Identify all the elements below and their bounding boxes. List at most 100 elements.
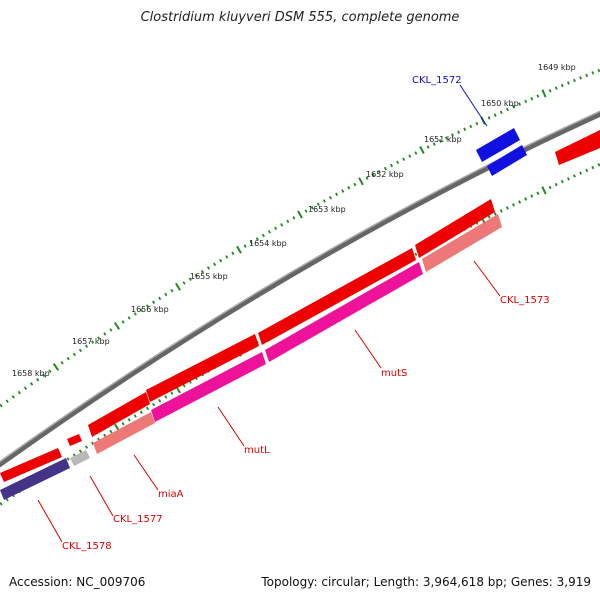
inner-tick [182, 384, 186, 388]
inner-tick [139, 410, 143, 414]
outer-tick [200, 269, 204, 274]
gene-red-6[interactable] [415, 199, 495, 258]
inner-tick [145, 406, 150, 411]
outer-tick [554, 86, 558, 90]
outer-tick [322, 199, 326, 203]
inner-tick [573, 174, 576, 178]
outer-tick [505, 107, 509, 112]
outer-tick [219, 258, 223, 263]
outer-tick [335, 192, 339, 197]
gene-red-3[interactable] [88, 392, 150, 437]
gene-pink-mutL[interactable] [151, 352, 266, 422]
label-CKL_1578[interactable]: CKL_1578 [62, 541, 112, 552]
outer-tick [365, 176, 369, 180]
gene-red-4[interactable] [146, 334, 259, 402]
label-mutS[interactable]: mutS [381, 368, 407, 379]
gene-red-2[interactable] [67, 434, 82, 446]
outer-tick [48, 369, 52, 373]
gene-light-red-1573[interactable] [422, 214, 502, 272]
gene-red-1[interactable] [0, 448, 62, 482]
kbp-labels: 1649 kbp 1650 kbp 1651 kbp 1652 kbp 1653… [12, 63, 576, 378]
inner-tick [164, 395, 168, 399]
outer-tick [109, 328, 113, 332]
gene-light-red-miaA[interactable] [93, 412, 155, 454]
callout-lines [37, 84, 501, 543]
label-miaA[interactable]: miaA [158, 489, 184, 500]
inner-tick [597, 163, 600, 167]
outer-tick [261, 233, 265, 238]
outer-tick [52, 363, 60, 371]
gene-red-5[interactable] [258, 248, 416, 345]
outer-tick [113, 322, 121, 330]
outer-tick [243, 244, 247, 248]
outer-tick [341, 189, 345, 193]
label-CKL_1572[interactable]: CKL_1572 [412, 75, 462, 86]
inner-tick [585, 168, 589, 173]
outer-tick [414, 151, 418, 155]
kbp-label-1657: 1657 kbp [72, 337, 110, 346]
outer-tick [347, 185, 351, 190]
kbp-label-1654: 1654 kbp [249, 239, 287, 248]
genome-backbone [0, 111, 600, 468]
map-title: Clostridium kluyveri DSM 555, complete g… [140, 10, 460, 25]
gene-red-7[interactable] [555, 130, 600, 165]
inner-tick [505, 206, 509, 210]
outer-tick [585, 73, 589, 78]
outer-tick [512, 105, 515, 109]
gene-grey[interactable] [70, 450, 90, 466]
inner-tick [91, 441, 95, 445]
outer-tick [145, 304, 150, 308]
outer-tick [72, 352, 76, 357]
gene-blue-1[interactable] [476, 128, 520, 162]
inner-tick [103, 433, 107, 438]
outer-tick [358, 177, 364, 186]
outer-tick [419, 145, 425, 155]
outer-tick [396, 160, 400, 165]
outer-tick [383, 166, 387, 171]
outer-tick [103, 332, 107, 336]
inner-tick [78, 449, 82, 453]
outer-tick [451, 133, 454, 137]
outer-tick [292, 216, 296, 220]
kbp-label-1649: 1649 kbp [538, 63, 576, 72]
inner-tick [541, 186, 547, 195]
inner-tick [536, 191, 540, 195]
outer-tick [91, 340, 95, 344]
outer-tick [353, 182, 357, 187]
outer-tick [274, 226, 278, 231]
outer-tick [530, 96, 534, 101]
label-CKL_1573[interactable]: CKL_1573 [500, 295, 550, 306]
outer-tick [390, 163, 393, 168]
gene-pink-mutS[interactable] [265, 262, 423, 362]
outer-tick [5, 399, 9, 404]
outer-tick [487, 116, 491, 120]
inner-tick [591, 165, 595, 170]
outer-tick [597, 68, 600, 73]
outer-tick [579, 76, 583, 80]
outer-tick [206, 266, 211, 270]
inner-tick [84, 445, 89, 449]
outer-tick [469, 124, 473, 129]
gene-blue-2[interactable] [487, 145, 527, 176]
gene-dark-blue[interactable] [0, 458, 70, 500]
label-mutL[interactable]: mutL [244, 445, 270, 456]
label-CKL_1577[interactable]: CKL_1577 [113, 514, 163, 525]
accession-text: Accession: NC_009706 [9, 575, 146, 589]
outer-tick [29, 382, 34, 386]
inner-tick [487, 215, 491, 219]
outer-tick [426, 145, 430, 149]
inner-tick [518, 200, 522, 204]
inner-tick [530, 194, 534, 198]
topology-text: Topology: circular; Length: 3,964,618 bp… [261, 575, 591, 589]
outer-tick [499, 110, 503, 115]
outer-tick [213, 262, 217, 267]
outer-tick [493, 113, 497, 117]
outer-tick [518, 102, 522, 106]
inner-tick [158, 399, 162, 403]
kbp-label-1651: 1651 kbp [424, 135, 462, 144]
inner-tick [170, 391, 174, 395]
outer-tick [548, 89, 552, 93]
outer-tick [11, 395, 15, 399]
outer-tick [249, 240, 253, 245]
outer-tick [42, 373, 46, 378]
